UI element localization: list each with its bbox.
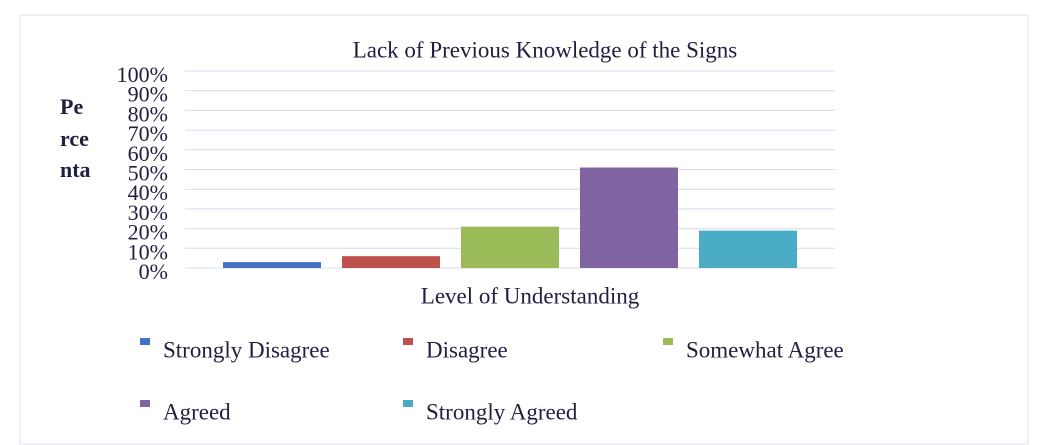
y-axis-label: rce (60, 126, 89, 151)
legend-label: Strongly Disagree (163, 337, 330, 362)
y-tick-label: 90% (128, 82, 168, 107)
legend-swatch (403, 400, 413, 407)
x-axis-label: Level of Understanding (421, 283, 640, 308)
legend-swatch (140, 338, 150, 345)
y-tick-label: 40% (128, 180, 168, 205)
legend-swatch (663, 338, 673, 345)
legend-label: Disagree (426, 337, 508, 362)
y-tick-label: 20% (128, 220, 168, 245)
y-tick-label: 80% (128, 101, 168, 126)
bar (580, 167, 678, 268)
legend-swatch (140, 400, 150, 407)
bar (461, 226, 559, 268)
bar (699, 230, 797, 268)
y-tick-label: 0% (139, 259, 168, 284)
bar (223, 262, 321, 268)
y-tick-label: 60% (128, 141, 168, 166)
y-tick-label: 50% (128, 161, 168, 186)
bar (342, 256, 440, 268)
legend-swatch (403, 338, 413, 345)
y-tick-label: 10% (128, 239, 168, 264)
y-tick-label: 70% (128, 121, 168, 146)
legend-label: Somewhat Agree (686, 337, 844, 362)
legend-label: Agreed (163, 399, 231, 424)
y-axis-label: nta (60, 157, 91, 182)
legend-label: Strongly Agreed (426, 399, 578, 424)
chart-title: Lack of Previous Knowledge of the Signs (353, 37, 738, 62)
y-tick-label: 30% (128, 200, 168, 225)
y-tick-label: 100% (117, 62, 168, 87)
y-axis-label: Pe (60, 94, 83, 119)
